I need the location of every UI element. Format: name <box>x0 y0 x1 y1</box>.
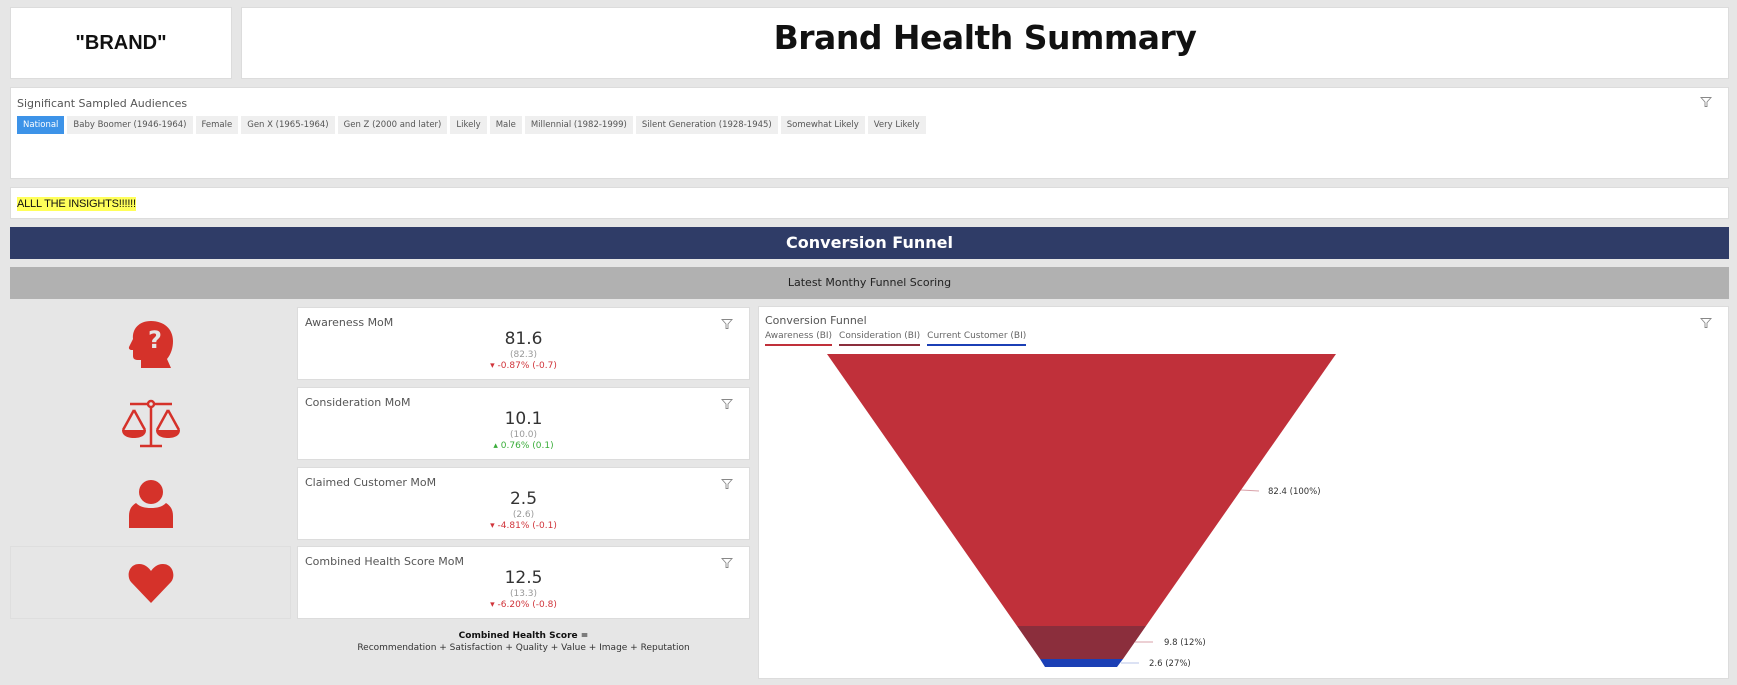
kpi-delta-text: 0.76% (0.1) <box>500 441 554 451</box>
consideration-icon-cell <box>10 387 291 460</box>
kpi-card-consideration: Consideration MoM 10.1 (10.0) ▴ 0.76% (0… <box>297 387 750 460</box>
filter-icon[interactable] <box>721 557 733 569</box>
health-score-icon-cell <box>10 546 291 619</box>
audience-chip-silent-generation[interactable]: Silent Generation (1928-1945) <box>635 116 778 134</box>
kpi-title: Claimed Customer MoM <box>305 476 437 489</box>
audience-chip-female[interactable]: Female <box>195 116 239 134</box>
kpi-card-awareness: Awareness MoM 81.6 (82.3) ▾ -0.87% (-0.7… <box>297 307 750 380</box>
heart-icon <box>128 563 173 603</box>
trend-down-icon: ▾ <box>490 361 498 371</box>
kpi-value: 81.6 <box>504 329 543 349</box>
kpi-title: Consideration MoM <box>305 396 411 409</box>
trend-down-icon: ▾ <box>490 521 498 531</box>
legend-item-consideration[interactable]: Consideration (BI) <box>839 331 921 346</box>
funnel-label-consideration: 9.8 (12%) <box>1164 638 1206 648</box>
insights-panel: ALLL THE INSIGHTS!!!!!! <box>10 187 1729 219</box>
kpi-card-claimed-customer: Claimed Customer MoM 2.5 (2.6) ▾ -4.81% … <box>297 467 750 540</box>
head-question-icon: ? <box>128 320 173 368</box>
kpi-value: 12.5 <box>504 568 543 588</box>
awareness-icon-cell: ? <box>10 307 291 380</box>
kpi-card-combined-health-score: Combined Health Score MoM 12.5 (13.3) ▾ … <box>297 546 750 619</box>
funnel-label-current-customer: 2.6 (27%) <box>1149 659 1191 669</box>
filter-icon[interactable] <box>721 398 733 410</box>
filter-icon[interactable] <box>1700 96 1712 108</box>
insights-text: ALLL THE INSIGHTS!!!!!! <box>17 197 136 211</box>
audience-chip-millennial[interactable]: Millennial (1982-1999) <box>524 116 633 134</box>
audience-chip-likely[interactable]: Likely <box>450 116 487 134</box>
brand-logo-text: "BRAND" <box>75 31 167 54</box>
funnel-label-awareness: 82.4 (100%) <box>1268 487 1321 497</box>
kpi-delta-text: -0.87% (-0.7) <box>497 361 557 371</box>
kpi-previous-value: (10.0) <box>509 430 538 440</box>
audience-chip-very-likely[interactable]: Very Likely <box>867 116 926 134</box>
kpi-previous-value: (13.3) <box>509 589 538 599</box>
section-title-bar: Conversion Funnel <box>10 227 1729 259</box>
page-title: Brand Health Summary <box>773 18 1197 57</box>
kpi-value: 2.5 <box>509 489 538 509</box>
kpi-delta: ▾ -0.87% (-0.7) <box>298 361 749 371</box>
svg-text:?: ? <box>148 326 162 354</box>
audience-chip-baby-boomer[interactable]: Baby Boomer (1946-1964) <box>67 116 193 134</box>
kpi-title: Awareness MoM <box>305 316 394 329</box>
trend-up-icon: ▴ <box>493 441 501 451</box>
formula-expression: Recommendation + Satisfaction + Quality … <box>357 643 690 653</box>
filter-icon[interactable] <box>1700 317 1712 329</box>
kpi-delta-text: -4.81% (-0.1) <box>497 521 557 531</box>
conversion-funnel-chart: Conversion Funnel Awareness (BI) Conside… <box>758 306 1729 679</box>
trend-down-icon: ▾ <box>490 600 498 610</box>
page-header: Brand Health Summary <box>241 7 1729 79</box>
audience-chip-male[interactable]: Male <box>489 116 522 134</box>
health-score-formula: Combined Health Score = Recommendation +… <box>297 630 750 654</box>
audience-filter-label: Significant Sampled Audiences <box>17 97 188 110</box>
formula-label: Combined Health Score = <box>458 631 589 641</box>
section-subtitle-bar: Latest Monthy Funnel Scoring <box>10 267 1729 299</box>
audience-chip-national[interactable]: National <box>17 116 65 134</box>
scales-icon <box>121 399 180 447</box>
filter-icon[interactable] <box>721 478 733 490</box>
kpi-previous-value: (2.6) <box>512 510 535 520</box>
brand-logo: "BRAND" <box>10 7 232 79</box>
kpi-value: 10.1 <box>504 409 543 429</box>
filter-icon[interactable] <box>721 318 733 330</box>
audience-chip-gen-z[interactable]: Gen Z (2000 and later) <box>337 116 448 134</box>
funnel-segment-awareness[interactable] <box>827 354 1336 626</box>
audience-chip-list: National Baby Boomer (1946-1964) Female … <box>17 116 1722 134</box>
kpi-delta: ▴ 0.76% (0.1) <box>298 441 749 451</box>
person-icon <box>128 479 173 528</box>
legend-item-current-customer[interactable]: Current Customer (BI) <box>927 331 1027 346</box>
audience-filter-panel: Significant Sampled Audiences National B… <box>10 87 1729 179</box>
kpi-delta: ▾ -4.81% (-0.1) <box>298 521 749 531</box>
kpi-delta: ▾ -6.20% (-0.8) <box>298 600 749 610</box>
chart-title: Conversion Funnel <box>765 314 867 327</box>
kpi-previous-value: (82.3) <box>509 350 538 360</box>
audience-chip-somewhat-likely[interactable]: Somewhat Likely <box>780 116 865 134</box>
audience-chip-gen-x[interactable]: Gen X (1965-1964) <box>241 116 335 134</box>
kpi-title: Combined Health Score MoM <box>305 555 465 568</box>
funnel-plot: 82.4 (100%) 9.8 (12%) 2.6 (27%) <box>827 354 1336 669</box>
legend-item-awareness[interactable]: Awareness (BI) <box>765 331 833 346</box>
customer-icon-cell <box>10 467 291 540</box>
funnel-segment-current-customer[interactable] <box>1040 659 1123 667</box>
kpi-delta-text: -6.20% (-0.8) <box>497 600 557 610</box>
funnel-segment-consideration[interactable] <box>1017 626 1146 659</box>
chart-legend: Awareness (BI) Consideration (BI) Curren… <box>765 331 1027 346</box>
